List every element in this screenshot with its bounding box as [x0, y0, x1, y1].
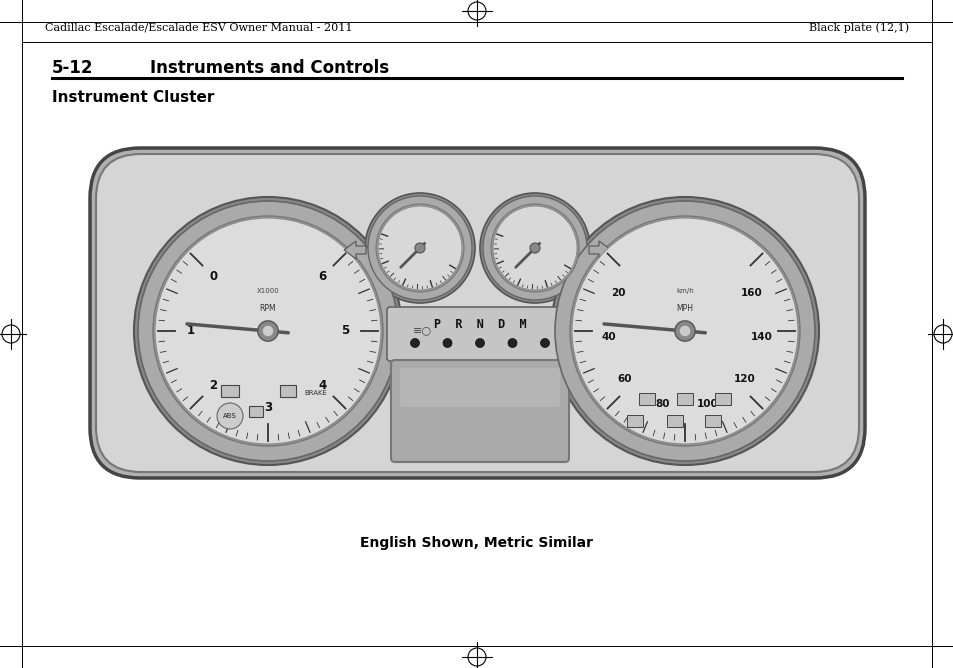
Text: 2: 2: [210, 379, 217, 392]
Circle shape: [482, 196, 586, 300]
Text: 140: 140: [750, 332, 772, 342]
Text: Cadillac Escalade/Escalade ESV Owner Manual - 2011: Cadillac Escalade/Escalade ESV Owner Man…: [45, 23, 352, 33]
Circle shape: [551, 197, 818, 465]
Bar: [714, 393, 730, 405]
Text: 5-12: 5-12: [52, 59, 93, 77]
FancyBboxPatch shape: [391, 360, 568, 462]
Text: Black plate (12,1): Black plate (12,1): [808, 23, 908, 33]
Text: 20: 20: [611, 288, 625, 297]
FancyBboxPatch shape: [399, 368, 559, 407]
Text: Instrument Cluster: Instrument Cluster: [52, 90, 214, 104]
Text: 5: 5: [340, 325, 349, 337]
Text: 1: 1: [187, 325, 195, 337]
Text: 80: 80: [655, 399, 669, 409]
Text: 160: 160: [740, 288, 761, 297]
Circle shape: [410, 339, 419, 347]
FancyBboxPatch shape: [387, 307, 573, 361]
Text: 120: 120: [734, 374, 755, 384]
Circle shape: [262, 325, 274, 337]
Circle shape: [540, 339, 549, 347]
Circle shape: [491, 204, 578, 292]
Circle shape: [674, 321, 695, 341]
Bar: [704, 415, 720, 427]
Text: 3: 3: [264, 401, 272, 414]
Circle shape: [375, 204, 463, 292]
FancyBboxPatch shape: [96, 154, 858, 472]
Bar: [666, 415, 682, 427]
Circle shape: [555, 201, 814, 461]
Bar: [249, 405, 263, 417]
Circle shape: [216, 403, 243, 429]
Circle shape: [507, 339, 517, 347]
Text: 100: 100: [696, 399, 718, 409]
Text: km/h: km/h: [676, 289, 693, 295]
Polygon shape: [588, 241, 610, 259]
Circle shape: [569, 216, 800, 446]
Bar: [639, 393, 655, 405]
Circle shape: [138, 201, 397, 461]
Text: RPM: RPM: [259, 304, 276, 313]
Text: Instruments and Controls: Instruments and Controls: [150, 59, 389, 77]
Circle shape: [365, 193, 475, 303]
Text: 40: 40: [600, 332, 615, 342]
Circle shape: [154, 218, 380, 444]
Circle shape: [475, 339, 484, 347]
Bar: [677, 393, 692, 405]
Polygon shape: [344, 241, 366, 259]
Circle shape: [133, 197, 401, 465]
Bar: [626, 415, 642, 427]
Circle shape: [479, 193, 589, 303]
Circle shape: [415, 243, 425, 253]
Circle shape: [493, 206, 577, 290]
FancyBboxPatch shape: [90, 148, 864, 478]
Text: 0: 0: [210, 270, 217, 283]
Text: ABS: ABS: [223, 413, 236, 419]
Text: ≡○: ≡○: [412, 325, 431, 335]
Circle shape: [152, 216, 382, 446]
Circle shape: [377, 206, 461, 290]
Bar: [280, 385, 295, 397]
Text: MPH: MPH: [676, 304, 693, 313]
Circle shape: [368, 196, 472, 300]
Text: 60: 60: [617, 374, 632, 384]
Circle shape: [572, 218, 797, 444]
Circle shape: [530, 243, 539, 253]
Text: X1000: X1000: [256, 289, 279, 295]
Circle shape: [257, 321, 278, 341]
Circle shape: [679, 325, 690, 337]
Bar: [221, 385, 239, 397]
Circle shape: [442, 339, 452, 347]
Text: BRAKE: BRAKE: [304, 390, 327, 396]
Text: P  R  N  D  M: P R N D M: [434, 319, 526, 331]
Text: 4: 4: [318, 379, 326, 392]
Text: English Shown, Metric Similar: English Shown, Metric Similar: [360, 536, 593, 550]
Text: 6: 6: [318, 270, 326, 283]
